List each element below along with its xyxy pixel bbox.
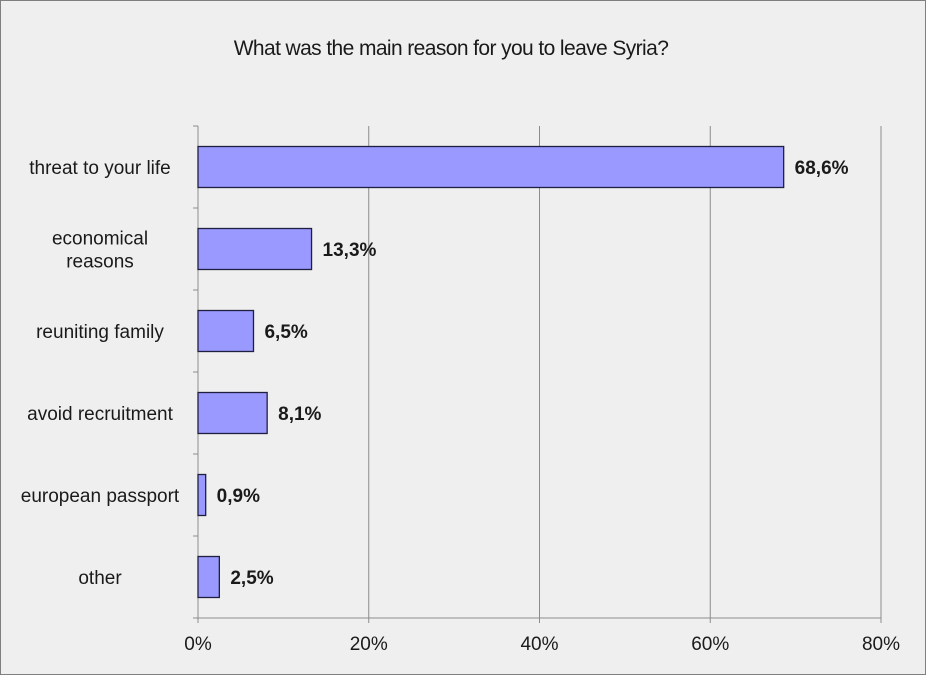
- data-label: 68,6%: [795, 158, 849, 179]
- axis-layer: [193, 125, 882, 623]
- x-tick-label: 20%: [350, 634, 388, 655]
- data-label: 8,1%: [278, 404, 321, 425]
- bar: [197, 391, 268, 435]
- bar: [197, 145, 785, 189]
- category-label: avoid recruitment: [27, 404, 173, 425]
- category-label: economical reasons: [52, 229, 148, 273]
- label-layer: 0% 20% 40% 60% 80% 68,6% threat to your life 13…: [21, 158, 900, 655]
- bar: [197, 227, 313, 271]
- bar-layer: [197, 145, 785, 599]
- x-tick-label: 80%: [862, 634, 900, 655]
- data-label: 13,3%: [323, 240, 377, 261]
- category-label: european passport: [21, 486, 180, 507]
- bar: [197, 473, 207, 517]
- category-label: threat to your life: [29, 158, 171, 179]
- x-tick-label: 60%: [691, 634, 729, 655]
- x-tick-label: 40%: [520, 634, 558, 655]
- bar: [197, 555, 220, 599]
- category-label: reuniting family: [36, 322, 164, 343]
- x-tick-label: 0%: [184, 634, 212, 655]
- data-label: 2,5%: [230, 568, 273, 589]
- grid-layer: [368, 126, 882, 618]
- category-label: other: [78, 568, 122, 589]
- data-label: 0,9%: [217, 486, 260, 507]
- bar: [197, 309, 255, 353]
- chart-title: What was the main reason for you to leav…: [233, 37, 669, 60]
- data-label: 6,5%: [264, 322, 307, 343]
